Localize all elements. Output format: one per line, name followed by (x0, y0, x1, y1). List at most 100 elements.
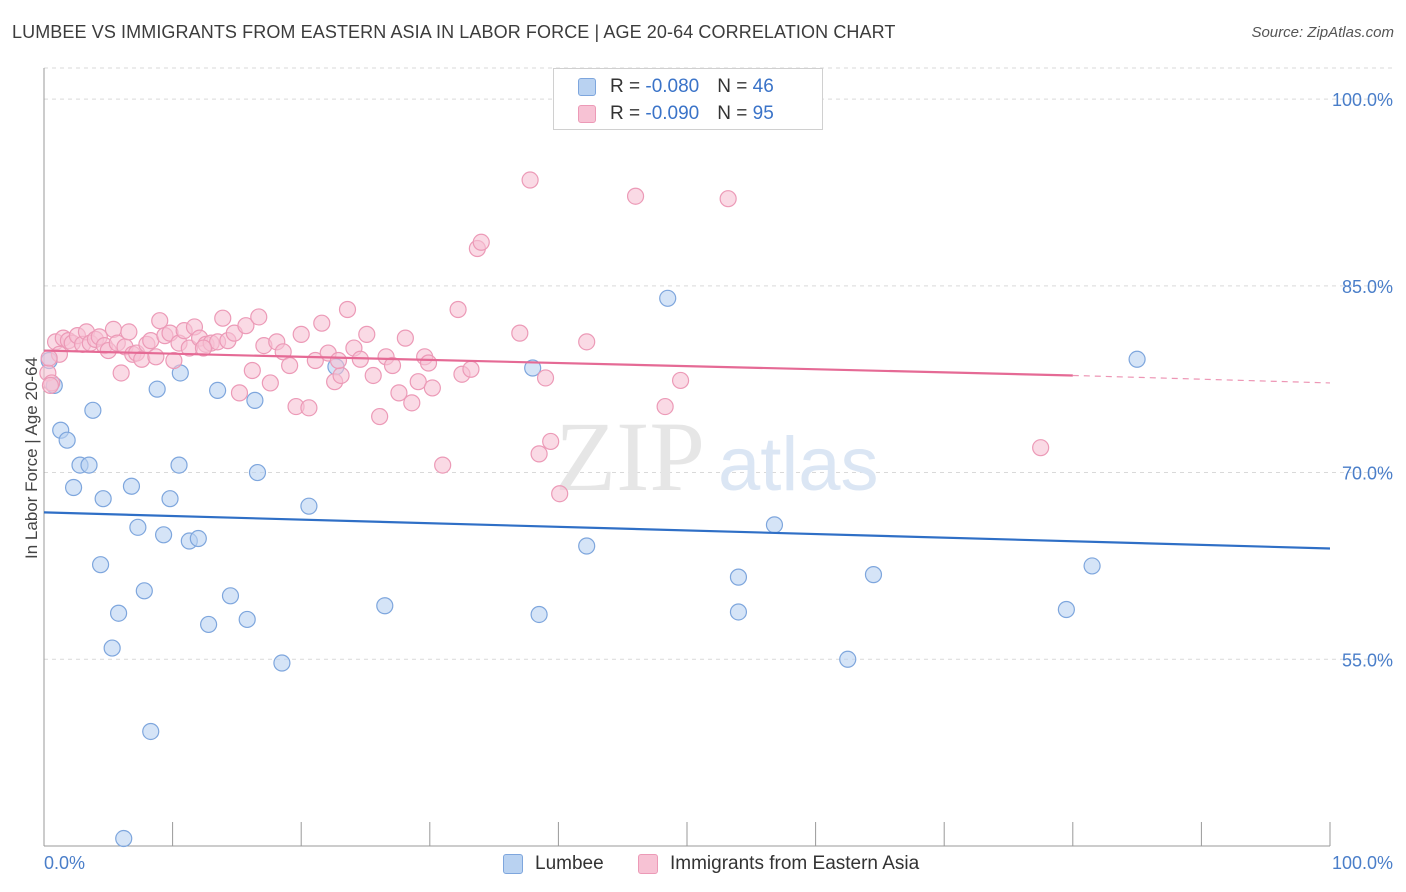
lumbee-point (142, 722, 160, 741)
immigrants-point (409, 373, 427, 391)
lumbee-point (248, 463, 267, 482)
immigrants-point (358, 325, 376, 343)
correlation-legend: R = -0.080 N = 46 R = -0.090 N = 95 (553, 68, 823, 130)
immigrants-point (261, 374, 279, 392)
immigrants-point (578, 333, 596, 351)
immigrants-point (542, 432, 560, 451)
lumbee-point (300, 497, 318, 515)
immigrants-point (120, 323, 138, 341)
lumbee-point (189, 529, 207, 548)
lumbee-point (1083, 557, 1101, 575)
legend-r-value: -0.090 (645, 103, 700, 124)
immigrants-point (396, 329, 414, 347)
lumbee-point (94, 490, 112, 508)
lumbee-point (1128, 350, 1146, 368)
lumbee-point (135, 582, 153, 600)
lumbee-point (64, 478, 83, 497)
lumbee-trend-line (43, 511, 1331, 550)
immigrants-point (332, 366, 350, 385)
immigrants-point (656, 397, 674, 416)
lumbee-swatch (503, 854, 523, 874)
immigrants-point (364, 366, 382, 385)
lumbee-point (524, 359, 542, 377)
immigrants-point (194, 339, 213, 357)
gridlines (44, 67, 1394, 660)
x-tick-label: 100.0% (1332, 853, 1393, 873)
y-tick-label: 100.0% (1332, 90, 1393, 110)
lumbee-point (115, 829, 133, 848)
lumbee-point (273, 654, 291, 672)
lumbee-point (80, 456, 98, 474)
lumbee-point (209, 381, 227, 400)
immigrants-point (530, 445, 548, 463)
source-note: Source: ZipAtlas.com (1251, 24, 1394, 41)
immigrants-point (390, 384, 408, 402)
immigrants-swatch (638, 854, 658, 874)
y-tick-labels: 55.0% 70.0% 85.0% 100.0% (1332, 90, 1393, 670)
lumbee-swatch (578, 78, 596, 96)
x-ticks (43, 822, 1331, 846)
bottom-legend-label: Lumbee (535, 853, 604, 874)
y-tick-label: 55.0% (1342, 650, 1393, 670)
lumbee-point (91, 556, 110, 574)
lumbee-point (659, 289, 677, 307)
lumbee-point (109, 604, 128, 622)
lumbee-point (58, 431, 76, 449)
immigrants-point (41, 376, 60, 395)
lumbee-point (103, 639, 121, 657)
watermark-zip: ZIP (555, 401, 705, 512)
bottom-legend-label: Immigrants from Eastern Asia (670, 853, 920, 874)
lumbee-point (161, 490, 179, 508)
immigrants-point (281, 356, 299, 375)
immigrants-trend-line (43, 349, 1073, 377)
y-tick-label: 85.0% (1342, 277, 1393, 297)
y-tick-label: 70.0% (1342, 464, 1393, 484)
immigrants-point (551, 485, 569, 503)
immigrants-point (230, 384, 249, 402)
immigrants-point (214, 309, 232, 327)
legend-n-value: 95 (752, 103, 774, 124)
immigrants-trend-extension (1072, 374, 1331, 384)
legend-r-label: R = (610, 103, 646, 124)
immigrants-point (511, 324, 529, 342)
lumbee-point (246, 391, 264, 409)
lumbee-point (729, 603, 748, 621)
lumbee-point (530, 605, 548, 624)
lumbee-point (221, 587, 240, 605)
x-tick-label: 0.0% (44, 853, 85, 873)
chart-title: LUMBEE VS IMMIGRANTS FROM EASTERN ASIA I… (12, 22, 896, 42)
lumbee-point (578, 537, 596, 555)
immigrants-point (434, 456, 452, 474)
immigrants-point (292, 325, 310, 343)
immigrants-points (39, 171, 1050, 503)
immigrants-swatch (578, 105, 596, 123)
lumbee-point (154, 526, 173, 544)
legend-n-label: N = (717, 76, 753, 97)
immigrants-point (371, 407, 389, 426)
immigrants-point (147, 348, 165, 366)
immigrants-point (671, 371, 690, 390)
immigrants-point (536, 369, 555, 387)
immigrants-point (423, 379, 441, 397)
lumbee-point (765, 516, 784, 534)
legend-n-value: 46 (752, 76, 774, 97)
lumbee-point (170, 456, 188, 474)
immigrants-point (1032, 439, 1050, 457)
lumbee-point (864, 566, 883, 584)
lumbee-point (200, 615, 218, 634)
x-tick-labels: 0.0% 100.0% (44, 853, 1393, 873)
legend-r-value: -0.080 (645, 76, 700, 97)
lumbee-points (40, 289, 1146, 848)
bottom-legend-immigrants: Immigrants from Eastern Asia (638, 852, 919, 876)
lumbee-point (376, 597, 394, 615)
immigrants-point (237, 317, 255, 335)
immigrants-point (626, 187, 645, 205)
immigrants-point (165, 351, 183, 370)
bottom-legend-lumbee: Lumbee (503, 852, 604, 876)
immigrants-point (462, 360, 480, 378)
lumbee-point (729, 568, 748, 586)
watermark-atlas: atlas (718, 422, 879, 507)
immigrants-point (472, 233, 490, 251)
immigrants-point (521, 171, 539, 189)
